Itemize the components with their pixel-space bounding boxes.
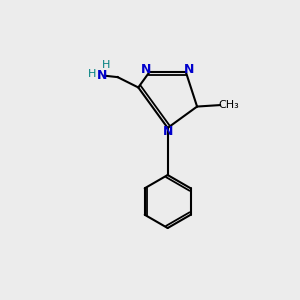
Text: N: N (141, 63, 151, 76)
Text: N: N (163, 125, 173, 138)
Text: N: N (184, 63, 195, 76)
Text: H: H (88, 69, 96, 79)
Text: N: N (97, 69, 107, 82)
Text: CH₃: CH₃ (218, 100, 239, 110)
Text: H: H (102, 60, 110, 70)
